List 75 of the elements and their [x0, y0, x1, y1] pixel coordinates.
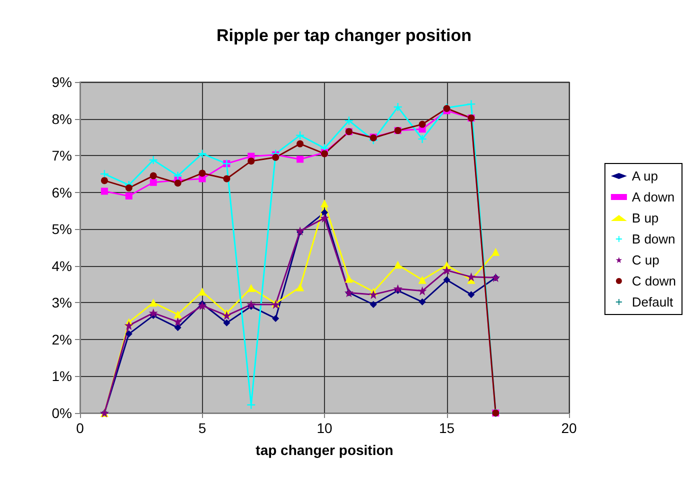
point: [468, 291, 475, 298]
point: [466, 272, 476, 282]
point: [368, 290, 378, 300]
point: [247, 284, 256, 292]
point: [148, 308, 158, 318]
point: [296, 140, 304, 148]
y-tick-label: 9%: [52, 74, 72, 90]
point: [320, 199, 328, 208]
legend-label: C down: [632, 274, 676, 288]
point: [296, 131, 304, 140]
point: [174, 180, 182, 187]
y-tick-label: 1%: [52, 368, 72, 384]
point: [272, 154, 280, 161]
point: [150, 172, 157, 180]
point: [223, 319, 230, 326]
point: [296, 226, 305, 236]
point: [198, 288, 206, 296]
point: [393, 284, 402, 294]
point: [124, 320, 134, 330]
point: [248, 158, 255, 165]
point: [246, 300, 256, 310]
point: [418, 276, 426, 284]
y-tick-label: 5%: [52, 221, 72, 238]
y-tick-label: 4%: [52, 258, 72, 274]
point: [272, 314, 280, 322]
point: [418, 298, 426, 306]
point: [296, 283, 304, 292]
point: [344, 274, 353, 283]
point: [492, 248, 500, 256]
point: [370, 301, 377, 308]
point: [418, 286, 427, 296]
point: [394, 260, 402, 269]
point: [174, 324, 182, 332]
point: [442, 266, 452, 275]
legend-label: C up: [632, 252, 660, 268]
x-axis-title: tap changer position: [256, 442, 394, 458]
x-tick-label: 20: [561, 420, 577, 436]
point: [418, 120, 426, 128]
legend-label: Default: [632, 294, 674, 310]
point: [443, 276, 450, 284]
x-tick-label: 15: [438, 420, 455, 436]
point: [198, 170, 206, 177]
point: [100, 188, 108, 195]
point: [198, 150, 206, 158]
point: [467, 100, 476, 108]
point: [150, 178, 157, 186]
legend-label: B down: [632, 232, 676, 246]
y-tick-label: 2%: [52, 331, 72, 348]
point: [296, 156, 304, 163]
point: [100, 177, 108, 184]
point: [173, 317, 182, 326]
point: [320, 214, 329, 223]
x-tick-label: 5: [198, 420, 206, 436]
point: [174, 310, 182, 318]
x-tick-label: 10: [316, 420, 332, 436]
point: [321, 209, 328, 216]
y-tick-label: 7%: [52, 148, 72, 164]
legend-label: B up: [632, 210, 659, 226]
x-tick-label: 0: [76, 420, 84, 436]
point: [125, 330, 132, 338]
point: [174, 172, 182, 180]
point: [222, 311, 232, 320]
point: [198, 301, 207, 310]
y-tick-label: 0%: [52, 405, 72, 421]
legend-label: A down: [632, 190, 675, 204]
y-tick-label: 3%: [52, 294, 72, 311]
point: [125, 184, 132, 192]
point: [149, 298, 158, 307]
point: [125, 192, 132, 200]
point: [418, 135, 426, 144]
legend-label: A up: [632, 168, 658, 184]
y-tick-label: 6%: [52, 184, 72, 200]
point: [223, 175, 230, 182]
y-tick-label: 8%: [52, 110, 72, 127]
chart-title: Ripple per tap changer position: [216, 26, 472, 45]
